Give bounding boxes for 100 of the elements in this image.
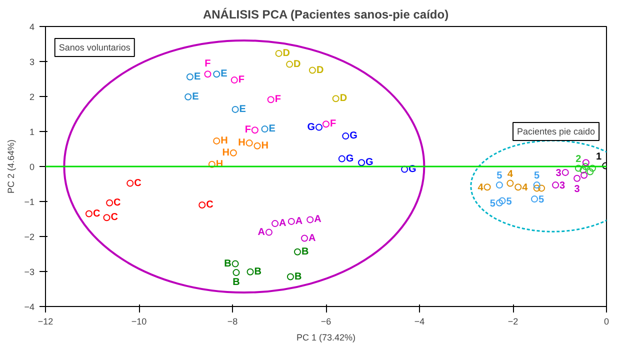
point	[267, 96, 274, 104]
text: E	[192, 91, 199, 102]
point	[401, 166, 408, 173]
text: C	[92, 208, 100, 220]
point	[286, 273, 294, 280]
text: C	[110, 212, 118, 224]
text: B	[301, 246, 309, 258]
point	[562, 168, 569, 176]
series-label: B	[224, 258, 232, 270]
point	[272, 220, 279, 228]
point	[533, 184, 540, 192]
point	[484, 184, 491, 191]
point	[213, 70, 220, 78]
point	[498, 197, 506, 204]
annotation: Sanos voluntarios	[58, 42, 131, 52]
text: 5	[496, 170, 502, 182]
series-label: A	[258, 226, 265, 238]
x-tick-label: −8	[227, 316, 238, 326]
point	[582, 163, 589, 170]
point	[246, 268, 254, 276]
x-tick-label: −4	[414, 316, 425, 326]
series-label: C	[134, 178, 142, 189]
text: G	[366, 157, 374, 168]
point	[496, 199, 503, 206]
point	[186, 73, 194, 80]
point	[232, 260, 239, 268]
point	[230, 76, 238, 84]
text: D	[316, 64, 324, 76]
point	[332, 95, 340, 102]
text: 5	[538, 194, 544, 206]
y-tick-label: −3	[24, 267, 35, 277]
y-axis-title: PC 2 (4.64%)	[6, 139, 16, 194]
point	[232, 269, 240, 276]
series-label: 2	[576, 154, 582, 165]
point	[232, 106, 239, 113]
point	[552, 182, 560, 189]
point	[586, 168, 594, 176]
text: B	[232, 277, 240, 288]
text: F	[274, 94, 281, 106]
text: H	[220, 135, 228, 146]
y-tick-label: 1	[29, 127, 35, 137]
point	[506, 180, 514, 187]
text: G	[350, 130, 358, 142]
chart-title: ANÁLISIS PCA (Pacientes sanos-pie caído)	[202, 8, 449, 22]
point	[300, 234, 308, 242]
text: A	[279, 218, 286, 230]
x-tick-label: −10	[131, 316, 147, 326]
text: H	[222, 147, 230, 158]
y-tick-label: −2	[24, 232, 35, 242]
text: 5	[506, 196, 512, 208]
text: C	[114, 197, 121, 208]
y-tick-label: 0	[29, 162, 35, 172]
text: F	[244, 124, 251, 136]
text: D	[294, 58, 301, 70]
point	[265, 228, 272, 236]
series-label: 4	[478, 182, 484, 194]
series-label: 3	[556, 168, 562, 179]
point	[198, 202, 206, 208]
point	[230, 149, 237, 156]
point	[288, 218, 295, 225]
point	[306, 216, 314, 224]
point	[294, 248, 301, 256]
y-tick-label: −4	[24, 302, 35, 312]
point	[580, 172, 588, 179]
text: 5	[534, 170, 540, 182]
point	[574, 164, 582, 172]
y-tick-label: 3	[29, 57, 35, 67]
y-tick-label: 2	[29, 92, 35, 102]
text: E	[239, 104, 246, 115]
point	[286, 60, 294, 68]
point	[342, 132, 350, 140]
series-label: D	[282, 48, 290, 59]
x-tick-label: −2	[508, 316, 518, 326]
text: 3	[574, 184, 580, 195]
point	[204, 70, 212, 78]
series-label: 1	[596, 151, 602, 162]
text: F	[330, 118, 336, 130]
point	[275, 50, 282, 57]
x-tick-label: −12	[38, 316, 54, 326]
point	[580, 166, 587, 174]
text: A	[295, 216, 303, 227]
point	[261, 126, 268, 133]
text: E	[220, 68, 228, 80]
point	[213, 137, 220, 144]
point	[531, 196, 538, 203]
x-axis-title: PC 1 (73.42%)	[296, 332, 356, 342]
point	[338, 155, 346, 162]
text: 4	[507, 168, 513, 180]
y-tick-label: −1	[24, 197, 35, 207]
point	[126, 180, 134, 187]
point	[533, 182, 540, 189]
point	[538, 184, 546, 192]
point	[322, 120, 330, 128]
point	[315, 124, 322, 131]
x-tick-label: −6	[320, 316, 332, 326]
text: C	[206, 200, 214, 210]
point	[208, 160, 216, 168]
point	[574, 174, 581, 182]
point	[254, 142, 261, 150]
text: A	[314, 214, 322, 226]
